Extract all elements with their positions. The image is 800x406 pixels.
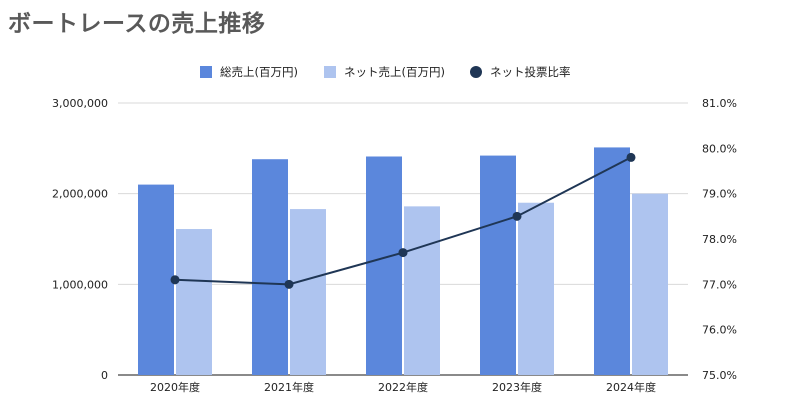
legend-swatch <box>324 66 336 78</box>
x-tick-label: 2023年度 <box>492 380 542 394</box>
net-sales-bar <box>290 209 326 375</box>
net-ratio-point <box>626 152 636 162</box>
y-left-tick-label: 2,000,000 <box>52 188 108 201</box>
x-tick-label: 2021年度 <box>264 380 314 394</box>
total-sales-bar <box>594 147 630 375</box>
net-ratio-line <box>174 156 632 286</box>
chart-title: ボートレースの売上推移 <box>8 11 266 37</box>
net-sales-bar <box>176 229 212 375</box>
legend-label: 総売上(百万円) <box>220 65 298 79</box>
y-right-tick-label: 75.0% <box>702 369 737 382</box>
legend-swatch <box>200 66 212 78</box>
net-ratio-point <box>284 279 294 289</box>
ratio-line-group <box>170 152 636 289</box>
y-right-tick-label: 80.0% <box>702 142 737 155</box>
x-tick-label: 2020年度 <box>150 380 200 394</box>
legend: 総売上(百万円) ネット売上(百万円) ネット投票比率 <box>200 65 571 79</box>
y-left-tick-label: 3,000,000 <box>52 97 108 110</box>
total-sales-bar <box>138 184 174 375</box>
y-right-tick-label: 76.0% <box>702 324 737 337</box>
legend-marker <box>470 66 482 78</box>
net-ratio-point <box>512 211 522 221</box>
legend-label: ネット投票比率 <box>490 65 571 79</box>
y-right-tick-label: 81.0% <box>702 97 737 110</box>
total-sales-bar <box>480 155 516 375</box>
y-left-tick-label: 1,000,000 <box>52 278 108 291</box>
y-right-tick-label: 79.0% <box>702 188 737 201</box>
gridlines <box>118 102 688 376</box>
axes: 0 1,000,000 2,000,000 3,000,000 75.0% 76.0% 77… <box>52 97 737 394</box>
net-sales-bar <box>518 202 554 375</box>
x-tick-label: 2024年度 <box>606 380 656 394</box>
y-right-tick-label: 77.0% <box>702 278 737 291</box>
legend-label: ネット売上(百万円) <box>344 65 445 79</box>
bars <box>138 147 668 375</box>
total-sales-bar <box>366 156 402 375</box>
net-ratio-point <box>398 248 408 258</box>
net-sales-bar <box>404 206 440 375</box>
total-sales-bar <box>252 159 288 375</box>
y-right-tick-label: 78.0% <box>702 233 737 246</box>
net-sales-bar <box>632 193 668 375</box>
y-left-tick-label: 0 <box>101 369 108 382</box>
net-ratio-point <box>170 275 180 285</box>
x-tick-label: 2022年度 <box>378 380 428 394</box>
